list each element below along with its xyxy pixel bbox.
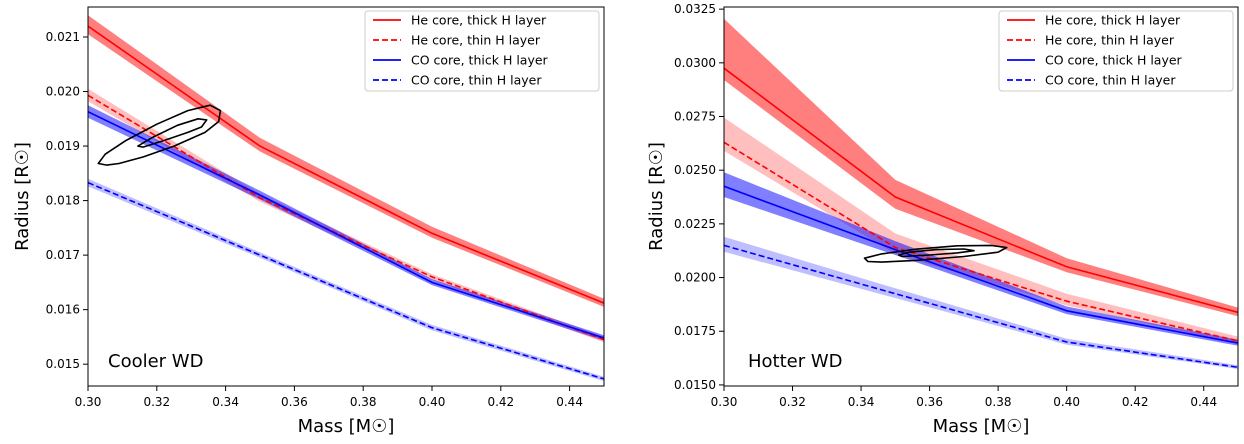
x-tick-label: 0.42 (487, 395, 514, 409)
legend: He core, thick H layer He core, thin H la… (998, 10, 1234, 92)
y-axis-label: Radius [R☉] (12, 142, 33, 251)
legend-label-1: He core, thin H layer (1045, 33, 1175, 48)
x-tick-label: 0.34 (848, 395, 875, 409)
lines-layer (724, 67, 1238, 369)
plot-frame (87, 6, 605, 387)
legend-entries: He core, thick H layer He core, thin H la… (373, 13, 549, 88)
x-tick-label: 0.42 (1122, 395, 1149, 409)
legend-label-2: CO core, thick H layer (411, 53, 549, 68)
cooler-wd-panel: 0.30 0.32 0.34 0.36 0.38 0.40 0.42 0.44 0.0150.… (12, 6, 605, 437)
x-tick-label: 0.44 (1190, 395, 1217, 409)
x-axis-label: Mass [M☉] (933, 416, 1030, 437)
x-tick-label: 0.36 (281, 395, 308, 409)
x-tick-label: 0.30 (711, 395, 738, 409)
x-axis: 0.30 0.32 0.34 0.36 0.38 0.40 0.42 0.44 (711, 386, 1217, 409)
x-tick-label: 0.40 (1053, 395, 1080, 409)
confidence-contour-1 (137, 118, 208, 148)
bands-layer (88, 15, 604, 382)
series-line-2 (724, 185, 1238, 344)
x-tick-label: 0.36 (916, 395, 943, 409)
x-tick-label: 0.34 (212, 395, 239, 409)
series-line-0 (88, 25, 604, 304)
legend-label-3: CO core, thin H layer (411, 73, 542, 88)
legend-label-3: CO core, thin H layer (1045, 73, 1176, 88)
plot-frame (723, 6, 1239, 387)
x-axis-label: Mass [M☉] (298, 416, 395, 437)
panel-annotation: Cooler WD (108, 351, 203, 372)
y-tick-label: 0.019 (46, 139, 80, 153)
series-line-2 (88, 110, 604, 339)
hotter-wd-panel: 0.30 0.32 0.34 0.36 0.38 0.40 0.42 0.44 0.01500… (646, 2, 1239, 437)
confidence-contour-1 (897, 248, 975, 258)
y-tick-label: 0.0200 (674, 271, 716, 285)
series-band-0 (88, 15, 604, 307)
confidence-contour-0 (863, 244, 1008, 263)
x-tick-label: 0.38 (985, 395, 1012, 409)
y-tick-label: 0.0275 (674, 110, 716, 124)
panel-annotation: Hotter WD (748, 351, 843, 372)
y-tick-label: 0.0150 (674, 378, 716, 392)
series-line-3 (724, 244, 1238, 369)
y-axis: 0.015 0.016 0.017 0.018 0.019 0.020 0.021 (46, 30, 88, 371)
legend-label-0: He core, thick H layer (411, 13, 547, 28)
y-tick-label: 0.0325 (674, 2, 716, 16)
contours-layer (97, 104, 222, 166)
y-axis-label: Radius [R☉] (646, 142, 667, 251)
series-line-0 (724, 67, 1238, 314)
legend-box (364, 10, 600, 92)
legend-box (998, 10, 1234, 92)
x-tick-label: 0.38 (350, 395, 377, 409)
legend-label-0: He core, thick H layer (1045, 13, 1181, 28)
y-axis: 0.0150 0.0175 0.0200 0.0225 0.0250 0.0275 0.03… (674, 2, 724, 392)
series-line-3 (88, 181, 604, 380)
y-tick-label: 0.021 (46, 30, 80, 44)
y-tick-label: 0.020 (46, 85, 80, 99)
y-tick-label: 0.0175 (674, 324, 716, 338)
legend: He core, thick H layer He core, thin H la… (364, 10, 600, 92)
legend-label-2: CO core, thick H layer (1045, 53, 1183, 68)
series-line-1 (724, 141, 1238, 342)
x-tick-label: 0.32 (143, 395, 170, 409)
y-tick-label: 0.016 (46, 303, 80, 317)
x-axis: 0.30 0.32 0.34 0.36 0.38 0.40 0.42 0.44 (75, 386, 583, 409)
confidence-contour-0 (97, 104, 222, 166)
y-tick-label: 0.0225 (674, 217, 716, 231)
x-tick-label: 0.40 (419, 395, 446, 409)
y-tick-label: 0.017 (46, 248, 80, 262)
x-tick-label: 0.30 (75, 395, 102, 409)
y-tick-label: 0.015 (46, 357, 80, 371)
contours-layer (863, 244, 1008, 263)
legend-entries: He core, thick H layer He core, thin H la… (1007, 13, 1183, 88)
legend-label-1: He core, thin H layer (411, 33, 541, 48)
y-tick-label: 0.0250 (674, 163, 716, 177)
y-tick-label: 0.018 (46, 194, 80, 208)
x-tick-label: 0.32 (779, 395, 806, 409)
y-tick-label: 0.0300 (674, 56, 716, 70)
x-tick-label: 0.44 (556, 395, 583, 409)
